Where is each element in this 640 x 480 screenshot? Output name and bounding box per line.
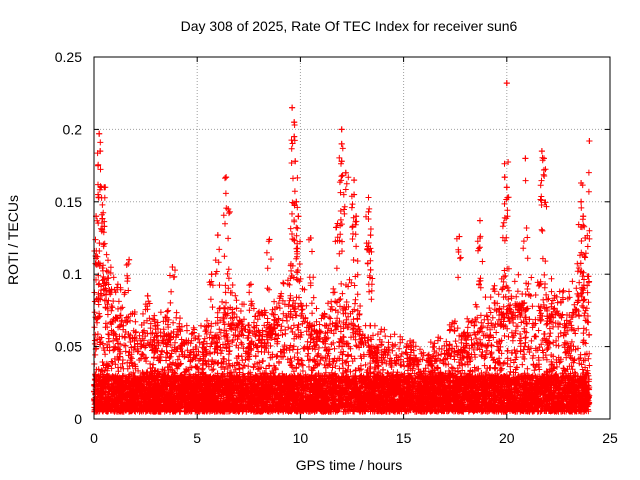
y-tick-label: 0.15 bbox=[55, 194, 82, 210]
x-tick-label: 10 bbox=[293, 430, 309, 446]
data-points bbox=[91, 80, 593, 415]
roti-point-markers bbox=[91, 80, 593, 415]
roti-peak-point bbox=[540, 166, 547, 173]
y-tick-label: 0.05 bbox=[55, 339, 82, 355]
roti-peak-point bbox=[126, 256, 133, 263]
y-axis-label: ROTI / TECUs bbox=[5, 195, 21, 285]
plot-frame bbox=[93, 56, 611, 420]
roti-peak-point bbox=[291, 133, 298, 140]
roti-peak-point bbox=[365, 194, 372, 201]
x-axis-label: GPS time / hours bbox=[296, 457, 403, 473]
chart-title: Day 308 of 2025, Rate Of TEC Index for r… bbox=[181, 18, 518, 34]
roti-peak-point bbox=[503, 80, 510, 87]
y-tick-label: 0.1 bbox=[63, 266, 83, 282]
roti-peak-point bbox=[101, 184, 108, 191]
roti-peak-point bbox=[522, 155, 529, 162]
roti-peak-point bbox=[540, 155, 547, 162]
roti-peak-point bbox=[367, 232, 374, 239]
roti-peak-point bbox=[96, 130, 103, 137]
y-tick-label: 0 bbox=[74, 411, 82, 427]
roti-peak-point bbox=[144, 292, 151, 299]
roti-peak-point bbox=[351, 191, 358, 198]
roti-peak-point bbox=[214, 232, 221, 239]
roti-peak-point bbox=[289, 104, 296, 111]
x-tick-label: 25 bbox=[602, 430, 618, 446]
roti-peak-point bbox=[292, 158, 299, 165]
x-tick-label: 5 bbox=[193, 430, 201, 446]
roti-peak-point bbox=[476, 217, 483, 224]
roti-peak-point bbox=[351, 177, 358, 184]
roti-peak-point bbox=[307, 235, 314, 241]
roti-peak-point bbox=[501, 174, 508, 181]
roti-peak-point bbox=[247, 281, 254, 288]
roti-peak-point bbox=[586, 137, 593, 144]
x-tick-label: 20 bbox=[499, 430, 515, 446]
axis-ticks bbox=[93, 56, 611, 420]
roti-peak-point bbox=[295, 213, 302, 220]
roti-peak-point bbox=[338, 140, 345, 147]
roti-peak-point bbox=[538, 148, 545, 155]
y-tick-label: 0.2 bbox=[63, 121, 83, 137]
roti-peak-point bbox=[101, 223, 108, 230]
roti-peak-point bbox=[169, 263, 176, 270]
roti-peak-point bbox=[223, 174, 230, 181]
roti-peak-point bbox=[456, 233, 463, 240]
y-tick-label: 0.25 bbox=[55, 49, 82, 65]
roti-peak-point bbox=[293, 198, 300, 205]
x-tick-label: 15 bbox=[396, 430, 412, 446]
roti-peak-point bbox=[338, 158, 345, 165]
roti-peak-point bbox=[334, 220, 341, 227]
roti-peak-point bbox=[225, 206, 232, 213]
roti-peak-point bbox=[97, 148, 104, 155]
roti-peak-point bbox=[95, 191, 102, 198]
roti-peak-point bbox=[266, 236, 273, 243]
roti-peak-point bbox=[476, 235, 483, 241]
x-tick-label: 0 bbox=[90, 430, 98, 446]
roti-peak-point bbox=[367, 266, 374, 273]
roti-peak-point bbox=[208, 271, 215, 278]
roti-peak-point bbox=[580, 213, 587, 220]
roti-peak-point bbox=[582, 235, 589, 241]
roti-peak-point bbox=[578, 179, 585, 186]
roti-peak-point bbox=[578, 198, 585, 205]
roti-peak-point bbox=[353, 213, 360, 220]
roti-peak-point bbox=[338, 126, 345, 133]
roti-peak-point bbox=[503, 184, 510, 191]
roti-peak-point bbox=[291, 119, 298, 126]
tick-labels: 0 5 10 15 20 25 0 0.05 0.1 0.15 0.2 0.25 bbox=[55, 49, 618, 446]
roti-peak-point bbox=[365, 208, 372, 215]
roti-peak-point bbox=[342, 169, 349, 176]
